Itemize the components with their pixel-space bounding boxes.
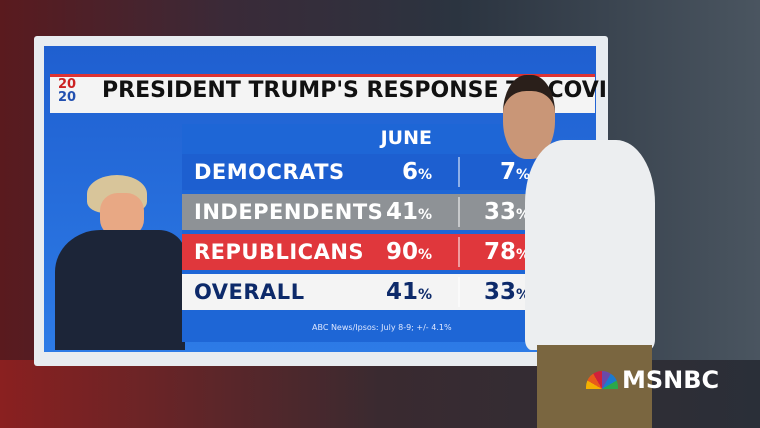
header-row: JUNEN [182,124,542,152]
cell: 6% [402,159,432,185]
presenter [495,75,665,428]
suit [55,230,185,350]
cell-value: 78 [483,239,516,265]
cell-value: 41 [385,279,418,305]
photo-subject [55,175,185,350]
cell: 90% [386,239,432,265]
shirt [525,140,655,350]
divider [458,157,460,187]
table-row: DEMOCRATS 6% 7% [182,154,542,190]
row-label: INDEPENDENTS [194,200,384,224]
row-label: DEMOCRATS [194,160,345,184]
row-label: OVERALL [194,280,305,304]
cell-unit: % [417,247,432,263]
cell-unit: % [417,167,432,183]
cell: 7% [500,159,530,185]
table-row: REPUBLICANS 90% 78% [182,234,542,270]
cell-unit: % [417,287,432,303]
divider [458,277,460,307]
cell-value: 7 [499,159,516,185]
cell-value: 6 [401,159,418,185]
cell: 41% [386,199,432,225]
table-row: OVERALL 41% 33% [182,274,542,310]
column-header: JUNE [380,127,432,149]
cell-value: 41 [385,199,418,225]
head [503,75,555,159]
cell-unit: % [417,207,432,223]
source: ABC News/Ipsos: July 8-9; +/- 4.1% [312,323,452,332]
face [100,193,144,237]
divider [458,237,460,267]
logo-top: 20 [58,77,77,92]
cell: 41% [386,279,432,305]
cell-unit: % [515,167,530,183]
peacock [586,371,618,389]
cell-value: 33 [483,199,516,225]
divider [458,197,460,227]
row-label: REPUBLICANS [194,240,365,264]
cell-value: 90 [385,239,418,265]
cell-value: 33 [483,279,516,305]
table-row: INDEPENDENTS 41% 33% [182,194,542,230]
network-logo: MSNBC [622,366,720,394]
logo-bottom: 20 [58,90,77,105]
logo: 20 20 [58,78,98,104]
